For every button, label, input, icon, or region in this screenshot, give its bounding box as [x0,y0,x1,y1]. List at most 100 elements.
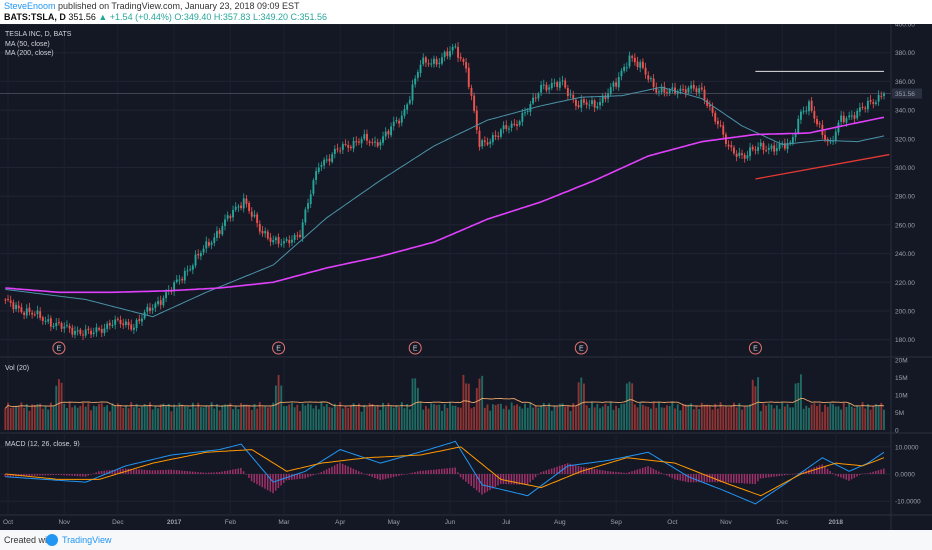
volume-bar [759,411,762,430]
macd-histogram-bar [754,474,756,485]
volume-bar [76,407,79,430]
volume-bar [103,406,106,430]
macd-histogram-bar [229,470,231,474]
volume-bar [424,406,427,430]
candle-body [400,115,403,123]
candle-body [74,330,76,335]
candle-body [149,307,151,311]
candle-body [368,141,371,143]
macd-histogram-bar [620,472,623,474]
price-chart[interactable]: 400.00 380.00 360.00 340.00 320.00 300.00 280.… [0,24,932,530]
author-link[interactable]: SteveEnoom [4,1,56,11]
macd-histogram-bar [446,468,448,474]
macd-histogram-bar [864,473,866,475]
volume-title: Vol (20) [5,365,29,372]
volume-bar [403,408,406,430]
macd-histogram-bar [92,473,95,475]
volume-bar [250,409,253,430]
volume-bar [716,408,719,430]
macd-histogram-bar [607,471,609,474]
macd-histogram-bar [374,474,376,479]
macd-histogram-bar [232,469,234,474]
candle-body [363,134,366,139]
candle-body [502,125,505,130]
volume-bar [114,406,117,430]
volume-bar [462,374,465,430]
candle-body [449,51,451,57]
last-price-label: 351.56 [895,91,915,98]
volume-bar [853,407,856,430]
candle-body [28,307,31,313]
macd-histogram-bar [384,474,387,479]
macd-histogram-bar [765,474,767,478]
volume-bar [556,406,559,430]
candle-body [542,84,545,86]
candle-body [856,110,859,119]
candle-body [738,152,741,156]
macd-histogram-bar [577,466,580,474]
candle-body [151,308,154,311]
candle-body [510,123,513,128]
macd-histogram-bar [74,474,76,476]
candle-body [416,72,419,78]
macd-histogram-bar [119,469,122,474]
macd-histogram-bar [111,469,114,474]
volume-bar [438,404,441,430]
candle-body [392,121,395,126]
macd-histogram-bar [641,467,644,474]
volume-bar [518,406,521,430]
volume-bar [400,402,403,430]
candle-body [130,324,133,330]
macd-histogram-bar [861,473,864,475]
volume-bar [628,381,631,430]
macd-histogram-bar [441,468,443,474]
candle-body [114,319,117,325]
candle-body [805,110,808,112]
candle-body [111,324,114,327]
chart-area[interactable]: 400.00 380.00 360.00 340.00 320.00 300.00 280.… [0,24,932,530]
candle-body [414,78,417,85]
volume-bar [325,404,328,430]
candle-body [489,141,492,144]
candle-body [532,97,534,104]
macd-histogram-bar [149,470,151,474]
macd-histogram-bar [175,470,178,474]
tradingview-brand[interactable]: TradingView [62,535,112,545]
volume-bar [607,406,610,430]
candle-body [829,141,832,143]
macd-histogram-bar [382,474,384,480]
volume-bar [491,404,494,430]
macd-histogram-bar [25,474,28,476]
candle-body [457,46,459,58]
volume-bar [299,411,301,430]
volume-bar [312,408,315,430]
candle-body [213,237,216,243]
volume-bar [258,402,261,430]
macd-histogram-bar [76,474,79,477]
candle-body [636,61,639,67]
candle-body [411,84,414,101]
candle-body [282,241,285,244]
candle-body [7,298,9,300]
volume-bar [840,409,843,430]
volume-bar [749,404,751,430]
volume-bar [430,403,433,430]
volume-bar [789,407,792,430]
macd-histogram-bar [770,474,773,478]
candle-body [261,230,264,234]
candle-body [513,123,516,125]
candle-body [883,93,885,96]
time-tick-label: Dec [776,519,788,526]
macd-histogram-bar [355,470,357,474]
candle-body [628,55,631,67]
volume-bar [20,402,23,430]
candle-body [245,198,248,204]
volume-bar [711,409,714,430]
volume-bar [218,410,221,430]
volume-ma-line [4,397,885,409]
volume-bar [572,403,575,430]
volume-bar [390,406,393,430]
candle-body [274,237,277,241]
macd-histogram-bar [853,474,856,478]
tradingview-logo-icon[interactable] [46,534,58,546]
